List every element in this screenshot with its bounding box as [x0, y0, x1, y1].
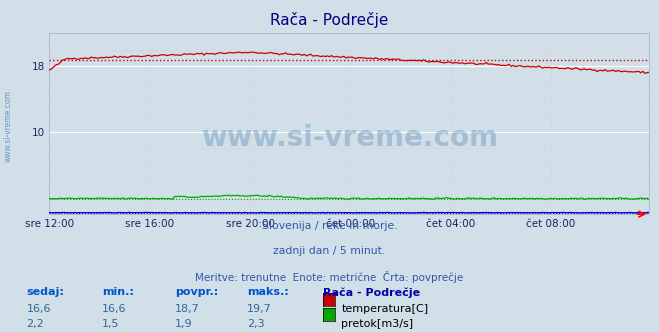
Text: Meritve: trenutne  Enote: metrične  Črta: povprečje: Meritve: trenutne Enote: metrične Črta: …	[195, 271, 464, 283]
Text: 18,7: 18,7	[175, 304, 200, 314]
Text: Rača - Podrečje: Rača - Podrečje	[323, 287, 420, 298]
Text: Rača - Podrečje: Rača - Podrečje	[270, 12, 389, 28]
Text: www.si-vreme.com: www.si-vreme.com	[201, 124, 498, 152]
Text: www.si-vreme.com: www.si-vreme.com	[4, 90, 13, 162]
Text: 1,9: 1,9	[175, 319, 192, 329]
Text: povpr.:: povpr.:	[175, 287, 218, 297]
Text: maks.:: maks.:	[247, 287, 289, 297]
Text: temperatura[C]: temperatura[C]	[341, 304, 428, 314]
Text: Slovenija / reke in morje.: Slovenija / reke in morje.	[262, 221, 397, 231]
Text: 19,7: 19,7	[247, 304, 272, 314]
Text: 2,2: 2,2	[26, 319, 44, 329]
Text: 1,5: 1,5	[102, 319, 120, 329]
Text: 2,3: 2,3	[247, 319, 265, 329]
Text: min.:: min.:	[102, 287, 134, 297]
Text: 16,6: 16,6	[26, 304, 51, 314]
Text: sedaj:: sedaj:	[26, 287, 64, 297]
Text: zadnji dan / 5 minut.: zadnji dan / 5 minut.	[273, 246, 386, 256]
Text: 16,6: 16,6	[102, 304, 127, 314]
Text: pretok[m3/s]: pretok[m3/s]	[341, 319, 413, 329]
